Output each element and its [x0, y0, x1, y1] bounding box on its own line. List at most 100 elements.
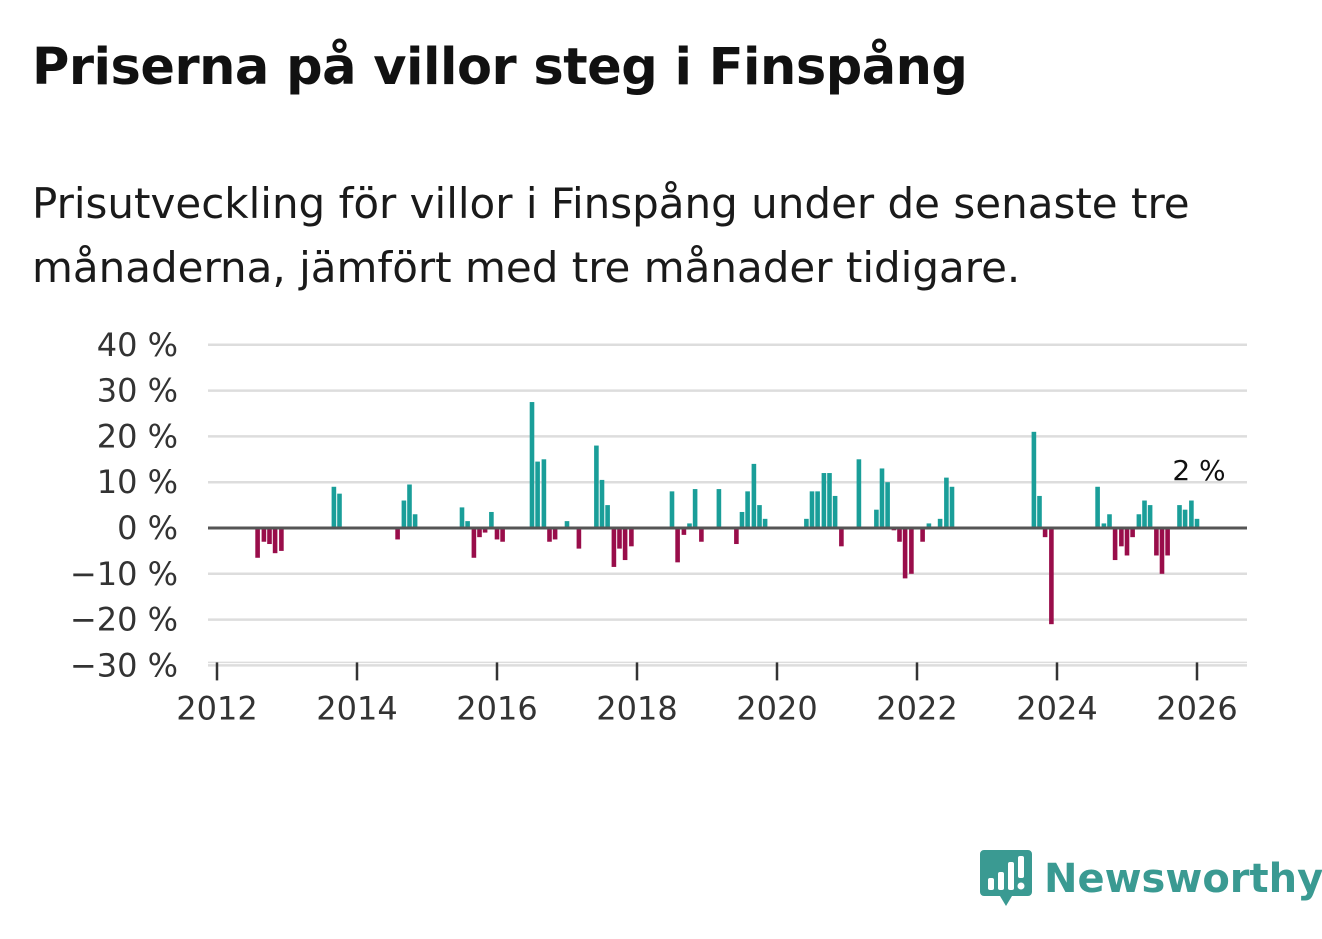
bar: [1159, 528, 1165, 574]
bar: [465, 521, 470, 528]
bar: [1142, 500, 1147, 528]
y-tick-label: 0 %: [117, 509, 178, 547]
bar: [407, 484, 412, 528]
bar: [459, 507, 465, 528]
x-tick-label: 2026: [1156, 689, 1237, 727]
bar: [1177, 505, 1182, 528]
bar: [669, 491, 675, 528]
bar: [920, 528, 925, 542]
bar: [1049, 528, 1054, 625]
bar: [815, 491, 820, 528]
bar: [261, 528, 267, 542]
bar: [412, 514, 418, 528]
y-tick-label: 10 %: [97, 463, 178, 501]
bar: [395, 528, 400, 540]
bar: [1147, 505, 1153, 528]
y-tick-label: 20 %: [97, 417, 178, 455]
bar: [1165, 528, 1170, 556]
bars: [255, 402, 1200, 625]
chart-subtitle: Prisutveckling för villor i Finspång und…: [32, 179, 1190, 292]
bar: [1119, 528, 1124, 547]
bar: [279, 528, 284, 551]
bar: [1130, 528, 1135, 538]
bar: [1194, 518, 1200, 528]
y-tick-label: −30 %: [70, 646, 178, 684]
bar: [594, 445, 599, 528]
bar: [681, 528, 687, 535]
x-tick-label: 2018: [596, 689, 677, 727]
bar: [500, 528, 505, 542]
bar: [699, 528, 704, 542]
bar-chart: 40 % 30 % 20 % 10 % 0 % −10 % −20 % −30 % 2012 2…: [70, 326, 1247, 727]
bar: [874, 509, 879, 528]
bar: [629, 528, 634, 547]
bar: [337, 493, 342, 528]
bar: [471, 528, 477, 558]
bar: [1037, 495, 1042, 528]
bar: [751, 463, 757, 528]
newsworthy-logo-icon: [980, 850, 1032, 906]
bar: [804, 518, 809, 528]
y-axis-tick-labels: 40 % 30 % 20 % 10 % 0 % −10 % −20 % −30 %: [70, 326, 178, 685]
bar: [489, 511, 494, 528]
brand-name: Newsworthy: [1044, 856, 1322, 902]
bar: [622, 528, 628, 561]
x-tick-label: 2012: [176, 689, 257, 727]
bar: [1154, 528, 1159, 556]
bar: [897, 528, 902, 542]
bar: [1107, 514, 1112, 528]
bar: [1101, 523, 1107, 528]
y-tick-label: −10 %: [70, 555, 178, 593]
bar: [885, 482, 890, 528]
bar: [605, 505, 610, 528]
bar: [949, 486, 955, 528]
bar: [611, 528, 617, 567]
y-tick-label: 30 %: [97, 372, 178, 410]
bar: [839, 528, 844, 547]
bar: [716, 489, 722, 528]
bar: [762, 518, 768, 528]
bar: [832, 495, 838, 528]
bar: [944, 477, 949, 528]
bar: [1042, 528, 1048, 538]
x-tick-label: 2016: [456, 689, 537, 727]
last-value-label: 2 %: [1172, 454, 1225, 487]
bar: [564, 521, 570, 528]
bar: [617, 528, 622, 549]
bar: [1031, 431, 1037, 528]
bar: [576, 528, 582, 549]
bar: [902, 528, 908, 579]
bar: [734, 528, 739, 545]
bar: [879, 468, 885, 528]
x-tick-label: 2014: [316, 689, 397, 727]
bar: [739, 511, 745, 528]
x-tick-label: 2020: [736, 689, 817, 727]
y-tick-label: 40 %: [97, 326, 178, 364]
bar: [692, 489, 698, 528]
x-tick-label: 2024: [1016, 689, 1097, 727]
bar: [482, 528, 488, 533]
bar: [529, 402, 535, 528]
bar: [267, 528, 272, 545]
y-tick-label: −20 %: [70, 601, 178, 639]
bar: [745, 491, 750, 528]
bar: [331, 486, 337, 528]
x-tick-label: 2022: [876, 689, 957, 727]
chart-title: Priserna på villor steg i Finspång: [32, 38, 968, 97]
bar: [1112, 528, 1118, 561]
bar: [687, 523, 692, 528]
bar: [675, 528, 680, 563]
bar: [547, 528, 552, 542]
bar: [541, 459, 547, 528]
bar: [552, 528, 558, 540]
bar: [856, 459, 862, 528]
bar: [1189, 500, 1194, 528]
bar: [1124, 528, 1130, 556]
bar: [809, 491, 815, 528]
bar: [272, 528, 278, 554]
bar: [909, 528, 914, 574]
gridlines: [208, 343, 1247, 667]
bar: [255, 528, 260, 558]
bar: [757, 505, 762, 528]
bar: [1095, 486, 1100, 528]
